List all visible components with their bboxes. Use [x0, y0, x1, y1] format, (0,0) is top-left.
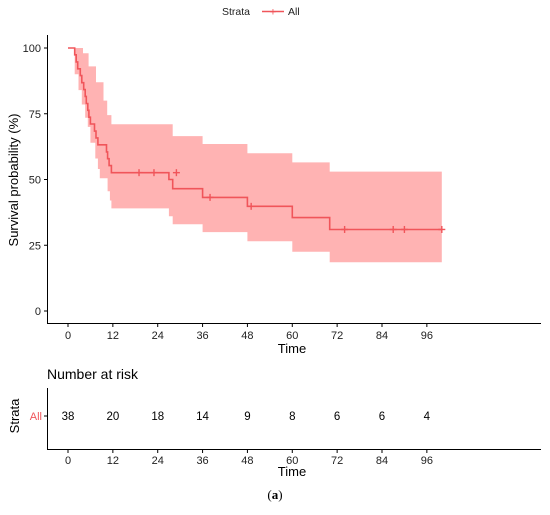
risk-x-tick-label-24: 24: [152, 455, 164, 467]
risk-count-84: 6: [379, 411, 385, 423]
censor-mark-8: [438, 225, 446, 233]
legend-key-plus: +: [270, 7, 276, 19]
risk-x-tick-label-72: 72: [331, 455, 343, 467]
x-tick-label-12: 12: [107, 330, 119, 342]
x-tick-label-36: 36: [196, 330, 208, 342]
x-tick-label-96: 96: [421, 330, 433, 342]
y-tick-label-75: 75: [29, 109, 41, 121]
risk-x-tick-label-0: 0: [65, 455, 71, 467]
censor-mark-2: [172, 169, 180, 177]
risk-x-ticks: 0 12 24 36 48 60 72 84 96: [65, 450, 433, 467]
y-tick-label-25: 25: [29, 240, 41, 252]
risk-count-12: 20: [106, 411, 119, 423]
risk-count-36: 14: [196, 411, 209, 423]
legend-entry: All: [288, 6, 300, 18]
risk-x-tick-label-36: 36: [196, 455, 208, 467]
x-tick-label-0: 0: [65, 330, 71, 342]
risk-count-24: 18: [151, 411, 164, 423]
y-tick-label-100: 100: [23, 43, 41, 55]
risk-count-60: 8: [289, 411, 295, 423]
main-x-ticks: 0 12 24 36 48 60 72 84 96: [65, 324, 433, 342]
risk-count-72: 6: [334, 411, 340, 423]
legend-title: Strata: [222, 6, 250, 18]
risk-y-axis-label: Strata: [7, 398, 22, 433]
x-tick-label-84: 84: [376, 330, 388, 342]
x-tick-label-24: 24: [152, 330, 164, 342]
confidence-band-layer: [68, 48, 442, 263]
survival-line-layer: [68, 47, 442, 231]
main-plot: 0 25 50 75 100 0 12 24 36 48 60 72 84 96 Time Surviv…: [6, 35, 541, 356]
survival-line: [68, 47, 442, 231]
risk-x-tick-label-60: 60: [286, 455, 298, 467]
risk-strata-label: All: [30, 411, 42, 423]
caption-letter: a: [271, 487, 279, 502]
legend: Strata + All: [222, 6, 300, 19]
caption-open: (: [267, 487, 272, 502]
risk-x-tick-label-12: 12: [107, 455, 119, 467]
risk-x-axis-label: Time: [278, 464, 306, 479]
risk-x-tick-label-84: 84: [376, 455, 388, 467]
censor-mark-7: [400, 225, 408, 233]
y-tick-label-50: 50: [29, 175, 41, 187]
risk-table-title: Number at risk: [47, 366, 139, 382]
x-tick-label-48: 48: [241, 330, 253, 342]
censor-marks-layer: [135, 169, 446, 233]
caption-close: ): [278, 487, 283, 502]
risk-counts: 38 20 18 14 9 8 6 6 4: [62, 411, 431, 423]
censor-mark-6: [389, 225, 397, 233]
x-tick-label-72: 72: [331, 330, 343, 342]
x-tick-label-60: 60: [286, 330, 298, 342]
risk-table: Number at risk All Strata 38 20 18 14 9 8 6 6 4 …: [7, 366, 541, 479]
x-axis-label: Time: [278, 341, 306, 356]
censor-mark-0: [135, 169, 143, 177]
y-axis-label: Survival probability (%): [6, 114, 21, 247]
figure-caption: (a): [0, 487, 550, 503]
censor-mark-5: [341, 225, 349, 233]
risk-count-0: 38: [62, 411, 75, 423]
risk-count-48: 9: [244, 411, 250, 423]
main-y-ticks: 0 25 50 75 100: [23, 43, 47, 318]
confidence-band: [68, 48, 442, 263]
censor-mark-4: [247, 202, 255, 210]
censor-mark-1: [150, 169, 158, 177]
y-tick-label-0: 0: [35, 306, 41, 318]
risk-count-96: 4: [424, 411, 431, 423]
risk-x-tick-label-96: 96: [421, 455, 433, 467]
censor-mark-3: [206, 193, 214, 201]
risk-x-tick-label-48: 48: [241, 455, 253, 467]
